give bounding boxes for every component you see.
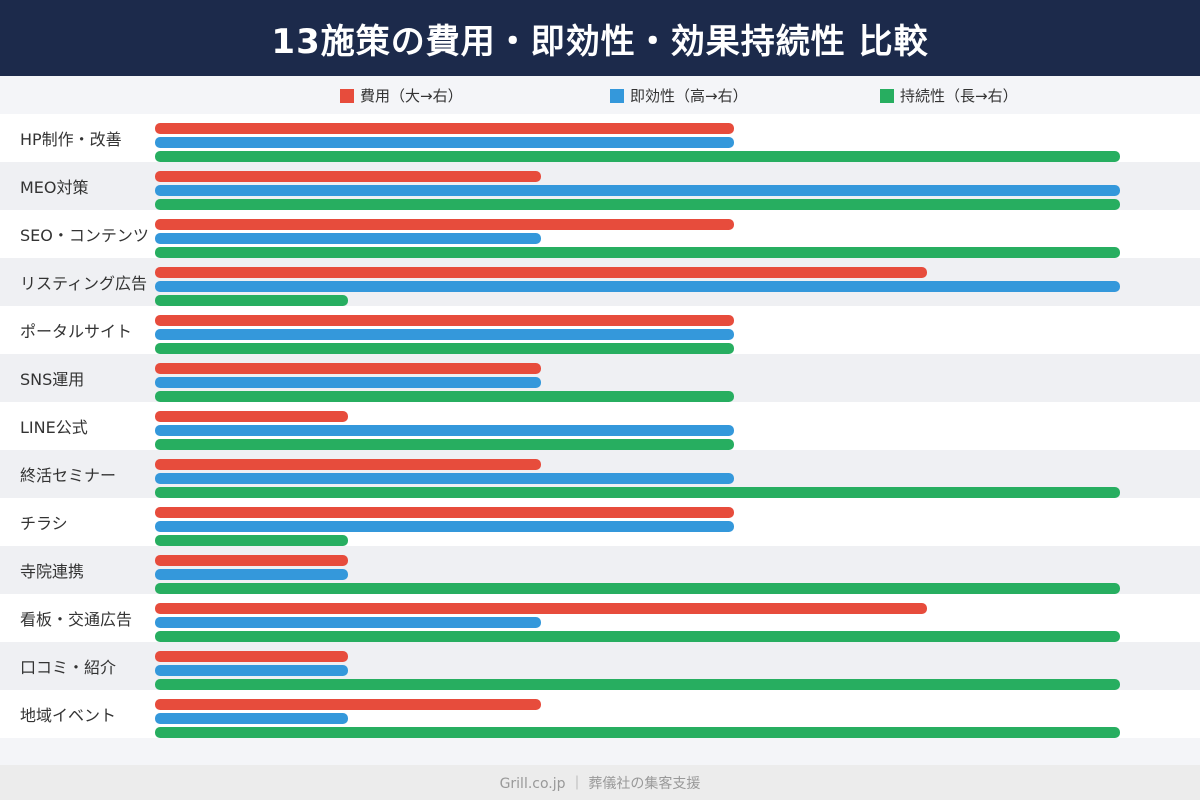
duration-bar bbox=[155, 199, 1120, 210]
category-label: LINE公式 bbox=[20, 418, 88, 437]
cost-bar bbox=[155, 363, 541, 374]
speed-bar bbox=[155, 665, 348, 676]
chart-header: 13施策の費用・即効性・効果持続性 比較 bbox=[0, 0, 1200, 76]
category-label: 終活セミナー bbox=[20, 466, 117, 485]
cost-bar bbox=[155, 411, 348, 422]
speed-swatch-icon bbox=[610, 88, 624, 103]
speed-bar bbox=[155, 185, 1120, 196]
speed-bar bbox=[155, 137, 734, 148]
duration-bar bbox=[155, 295, 348, 306]
duration-bar bbox=[155, 151, 1120, 162]
duration-bar bbox=[155, 679, 1120, 690]
speed-bar bbox=[155, 713, 348, 724]
cost-bar bbox=[155, 315, 734, 326]
chart-row: MEO対策 bbox=[0, 162, 1200, 210]
speed-bar bbox=[155, 377, 541, 388]
legend-label: 費用（大→右） bbox=[360, 87, 463, 105]
speed-bar bbox=[155, 329, 734, 340]
speed-bar bbox=[155, 521, 734, 532]
legend-item-cost: 費用（大→右） bbox=[340, 85, 463, 106]
duration-bar bbox=[155, 583, 1120, 594]
chart-row: チラシ bbox=[0, 498, 1200, 546]
speed-bar bbox=[155, 473, 734, 484]
duration-bar bbox=[155, 727, 1120, 738]
footer: Grill.co.jp ｜ 葬儀社の集客支援 bbox=[0, 765, 1200, 800]
chart-row: 口コミ・紹介 bbox=[0, 642, 1200, 690]
category-label: SEO・コンテンツ bbox=[20, 226, 149, 245]
duration-bar bbox=[155, 631, 1120, 642]
chart-rows: HP制作・改善 MEO対策 SEO・コンテンツ リスティング広告 ポータルサイト SNS運… bbox=[0, 114, 1200, 738]
cost-bar bbox=[155, 651, 348, 662]
legend: 費用（大→右） 即効性（高→右） 持続性（長→右） bbox=[0, 76, 1200, 114]
category-label: MEO対策 bbox=[20, 178, 89, 197]
category-label: 看板・交通広告 bbox=[20, 610, 133, 629]
category-label: HP制作・改善 bbox=[20, 130, 122, 149]
speed-bar bbox=[155, 281, 1120, 292]
cost-bar bbox=[155, 459, 541, 470]
chart-row: SEO・コンテンツ bbox=[0, 210, 1200, 258]
chart-row: SNS運用 bbox=[0, 354, 1200, 402]
speed-bar bbox=[155, 233, 541, 244]
cost-bar bbox=[155, 219, 734, 230]
chart-row: HP制作・改善 bbox=[0, 114, 1200, 162]
legend-item-speed: 即効性（高→右） bbox=[610, 85, 748, 106]
cost-bar bbox=[155, 123, 734, 134]
duration-bar bbox=[155, 439, 734, 450]
duration-swatch-icon bbox=[880, 88, 894, 103]
category-label: 寺院連携 bbox=[20, 562, 85, 581]
category-label: SNS運用 bbox=[20, 370, 85, 389]
legend-label: 持続性（長→右） bbox=[900, 87, 1018, 105]
cost-swatch-icon bbox=[340, 88, 354, 103]
chart-row: ポータルサイト bbox=[0, 306, 1200, 354]
duration-bar bbox=[155, 247, 1120, 258]
cost-bar bbox=[155, 507, 734, 518]
cost-bar bbox=[155, 555, 348, 566]
speed-bar bbox=[155, 569, 348, 580]
legend-label: 即効性（高→右） bbox=[630, 87, 748, 105]
chart-row: リスティング広告 bbox=[0, 258, 1200, 306]
category-label: チラシ bbox=[20, 514, 68, 533]
cost-bar bbox=[155, 603, 927, 614]
category-label: リスティング広告 bbox=[20, 274, 148, 293]
duration-bar bbox=[155, 343, 734, 354]
duration-bar bbox=[155, 487, 1120, 498]
category-label: ポータルサイト bbox=[20, 322, 133, 341]
duration-bar bbox=[155, 535, 348, 546]
chart-row: 終活セミナー bbox=[0, 450, 1200, 498]
cost-bar bbox=[155, 171, 541, 182]
duration-bar bbox=[155, 391, 734, 402]
chart-row: 地域イベント bbox=[0, 690, 1200, 738]
speed-bar bbox=[155, 425, 734, 436]
cost-bar bbox=[155, 699, 541, 710]
speed-bar bbox=[155, 617, 541, 628]
category-label: 口コミ・紹介 bbox=[20, 658, 117, 677]
legend-item-duration: 持続性（長→右） bbox=[880, 85, 1018, 106]
chart-row: LINE公式 bbox=[0, 402, 1200, 450]
chart-row: 寺院連携 bbox=[0, 546, 1200, 594]
category-label: 地域イベント bbox=[20, 706, 117, 725]
chart-row: 看板・交通広告 bbox=[0, 594, 1200, 642]
chart-title: 13施策の費用・即効性・効果持続性 比較 bbox=[271, 21, 929, 62]
cost-bar bbox=[155, 267, 927, 278]
